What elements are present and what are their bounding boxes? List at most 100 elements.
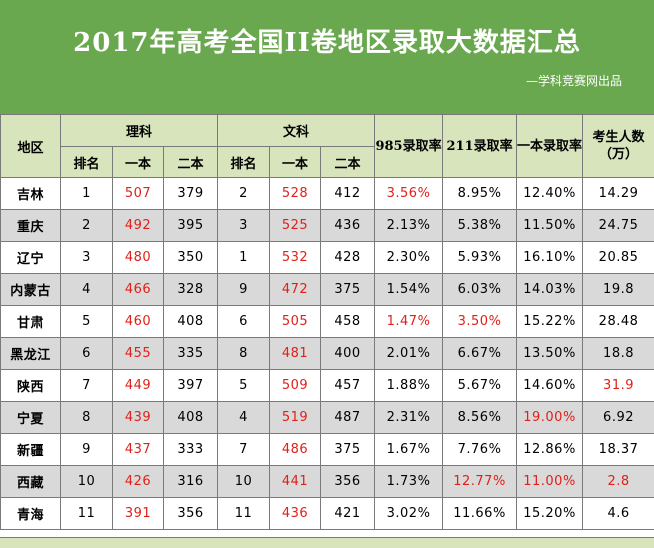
arts-tier2-cell: 421 [321, 498, 375, 530]
arts-tier2-cell: 457 [321, 370, 375, 402]
arts-tier2-cell: 375 [321, 274, 375, 306]
science-tier1-cell: 480 [113, 242, 164, 274]
science-rank-cell: 3 [61, 242, 113, 274]
region-cell: 西藏 [1, 466, 61, 498]
examinees-cell: 6.92 [583, 402, 654, 434]
science-rank-cell: 11 [61, 498, 113, 530]
examinees-cell: 28.48 [583, 306, 654, 338]
arts-tier2-cell: 400 [321, 338, 375, 370]
science-tier2-cell: 333 [164, 434, 218, 466]
arts-tier1-cell: 481 [270, 338, 321, 370]
examinees-cell: 24.75 [583, 210, 654, 242]
arts-tier1-cell: 509 [270, 370, 321, 402]
arts-rank-cell: 8 [218, 338, 270, 370]
region-cell: 重庆 [1, 210, 61, 242]
science-tier1-cell: 437 [113, 434, 164, 466]
science-rank-cell: 4 [61, 274, 113, 306]
science-tier1-cell: 507 [113, 178, 164, 210]
tier1-rate-cell: 11.50% [517, 210, 583, 242]
tier1-rate-cell: 11.00% [517, 466, 583, 498]
examinees-cell: 31.9 [583, 370, 654, 402]
arts-tier1-cell: 532 [270, 242, 321, 274]
col-arts-tier1: 一本 [270, 147, 321, 178]
arts-rank-cell: 10 [218, 466, 270, 498]
science-rank-cell: 9 [61, 434, 113, 466]
science-rank-cell: 8 [61, 402, 113, 434]
col-science: 理科 [61, 115, 218, 147]
col-211-rate: 211录取率 [443, 115, 517, 178]
region-cell: 宁夏 [1, 402, 61, 434]
tier1-rate-cell: 15.22% [517, 306, 583, 338]
admission-table: 地区 理科 文科 985录取率 211录取率 一本录取率 考生人数（万） 排名 … [0, 114, 654, 530]
examinees-cell: 20.85 [583, 242, 654, 274]
col-science-tier1: 一本 [113, 147, 164, 178]
rate985-cell: 2.30% [375, 242, 443, 274]
region-cell: 新疆 [1, 434, 61, 466]
arts-tier2-cell: 458 [321, 306, 375, 338]
examinees-cell: 14.29 [583, 178, 654, 210]
arts-tier2-cell: 428 [321, 242, 375, 274]
rate985-cell: 2.31% [375, 402, 443, 434]
arts-tier2-cell: 356 [321, 466, 375, 498]
arts-tier1-cell: 519 [270, 402, 321, 434]
rate985-cell: 1.54% [375, 274, 443, 306]
arts-rank-cell: 9 [218, 274, 270, 306]
rate211-cell: 11.66% [443, 498, 517, 530]
arts-tier1-cell: 505 [270, 306, 321, 338]
arts-rank-cell: 2 [218, 178, 270, 210]
rate985-cell: 1.67% [375, 434, 443, 466]
page-subtitle: —学科竞赛网出品 [526, 72, 622, 89]
rate211-cell: 6.67% [443, 338, 517, 370]
arts-tier2-cell: 412 [321, 178, 375, 210]
rate211-cell: 6.03% [443, 274, 517, 306]
science-tier1-cell: 439 [113, 402, 164, 434]
rate211-cell: 12.77% [443, 466, 517, 498]
science-tier2-cell: 397 [164, 370, 218, 402]
arts-rank-cell: 11 [218, 498, 270, 530]
tier1-rate-cell: 16.10% [517, 242, 583, 274]
region-cell: 甘肃 [1, 306, 61, 338]
rate985-cell: 1.47% [375, 306, 443, 338]
science-rank-cell: 6 [61, 338, 113, 370]
rate211-cell: 8.95% [443, 178, 517, 210]
rate211-cell: 5.93% [443, 242, 517, 274]
tier1-rate-cell: 12.40% [517, 178, 583, 210]
col-arts-rank: 排名 [218, 147, 270, 178]
arts-rank-cell: 5 [218, 370, 270, 402]
region-cell: 吉林 [1, 178, 61, 210]
rate985-cell: 3.56% [375, 178, 443, 210]
col-science-tier2: 二本 [164, 147, 218, 178]
arts-tier2-cell: 375 [321, 434, 375, 466]
science-tier1-cell: 449 [113, 370, 164, 402]
page-title: 2017年高考全国II卷地区录取大数据汇总 [0, 22, 654, 59]
rate985-cell: 1.73% [375, 466, 443, 498]
examinees-cell: 19.8 [583, 274, 654, 306]
rate211-cell: 8.56% [443, 402, 517, 434]
arts-tier1-cell: 436 [270, 498, 321, 530]
science-rank-cell: 7 [61, 370, 113, 402]
arts-rank-cell: 6 [218, 306, 270, 338]
rate211-cell: 5.67% [443, 370, 517, 402]
region-cell: 内蒙古 [1, 274, 61, 306]
region-cell: 黑龙江 [1, 338, 61, 370]
examinees-cell: 18.37 [583, 434, 654, 466]
science-tier2-cell: 408 [164, 306, 218, 338]
col-examinees: 考生人数（万） [583, 115, 654, 178]
region-cell: 陕西 [1, 370, 61, 402]
table-footer [0, 537, 654, 548]
tier1-rate-cell: 14.03% [517, 274, 583, 306]
science-tier1-cell: 460 [113, 306, 164, 338]
region-cell: 辽宁 [1, 242, 61, 274]
arts-rank-cell: 1 [218, 242, 270, 274]
science-tier2-cell: 395 [164, 210, 218, 242]
arts-tier2-cell: 436 [321, 210, 375, 242]
region-cell: 青海 [1, 498, 61, 530]
arts-tier2-cell: 487 [321, 402, 375, 434]
rate985-cell: 2.01% [375, 338, 443, 370]
